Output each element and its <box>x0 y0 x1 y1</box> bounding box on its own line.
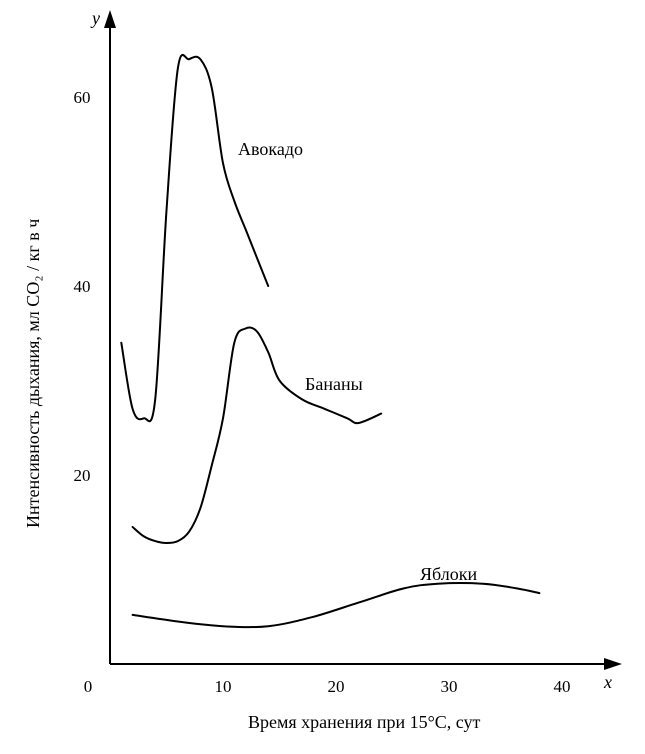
x-tick-label: 40 <box>554 677 571 696</box>
x-axis-arrow-icon <box>604 658 622 670</box>
x-tick-label: 20 <box>328 677 345 696</box>
y-tick-label: 60 <box>74 88 91 107</box>
series-line-avocado <box>120 54 270 423</box>
x-tick-label: 30 <box>441 677 458 696</box>
series-line-apples <box>131 582 541 629</box>
x-axis-label: Время хранения при 15°С, сут <box>248 712 481 732</box>
series-label-apples: Яблоки <box>420 564 477 584</box>
y-tick-label: 20 <box>74 466 91 485</box>
x-tick-label: 10 <box>215 677 232 696</box>
series-line-bananas <box>131 326 383 544</box>
y-axis-letter: y <box>90 8 100 28</box>
y-axis-label: Интенсивность дыхания, мл CO₂ / кг в ч <box>23 219 43 528</box>
x-tick-label: 0 <box>84 677 93 696</box>
y-tick-label: 40 <box>74 277 91 296</box>
x-axis-letter: x <box>603 672 612 692</box>
series-label-avocado: Авокадо <box>238 139 303 159</box>
y-axis-arrow-icon <box>104 10 116 28</box>
series-label-bananas: Бананы <box>305 374 363 394</box>
